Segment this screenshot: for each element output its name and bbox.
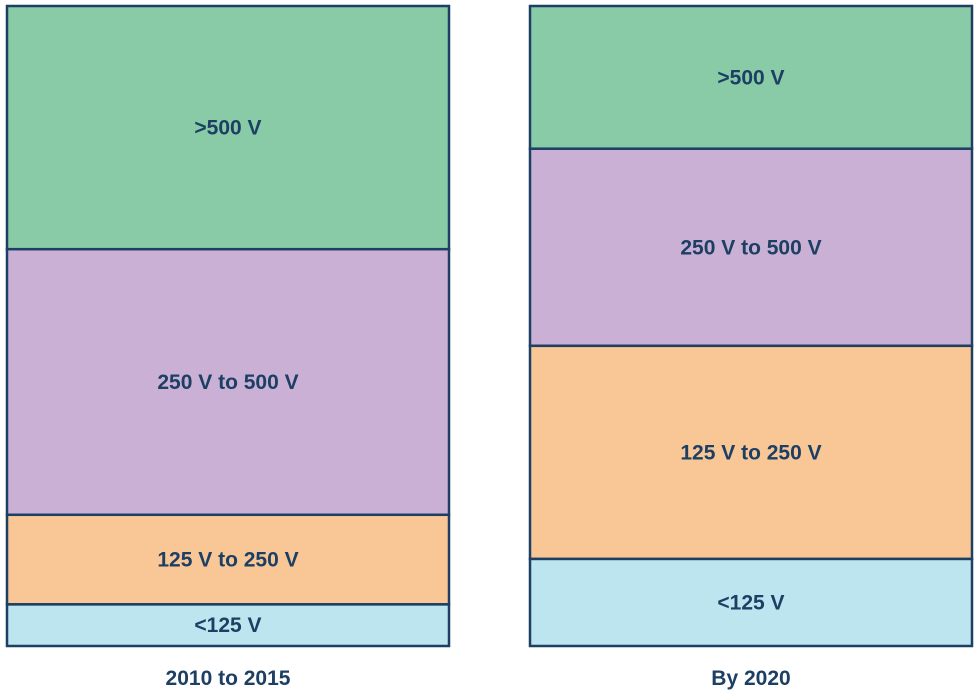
category-label: By 2020 (711, 667, 790, 690)
segment-label-lt-125-v: <125 V (194, 614, 261, 637)
bar-segment-gt-500-v (5, 4, 451, 251)
segment-label-gt-500-v: >500 V (194, 117, 261, 140)
category-labels: 2010 to 2015 By 2020 (166, 667, 791, 690)
segment-label-250-v-to-500-v: 250 V to 500 V (157, 371, 298, 394)
bar-segment-125-v-to-250-v (5, 513, 451, 606)
bar-segment-gt-500-v (528, 4, 974, 150)
segment-label-125-v-to-250-v: 125 V to 250 V (680, 441, 821, 464)
category-label: 2010 to 2015 (166, 667, 291, 690)
segment-label-lt-125-v: <125 V (717, 591, 784, 614)
columns-layer: >500 V 250 V to 500 V 125 V to 250 V <125 V… (5, 4, 974, 648)
column-2010-to-2015: >500 V 250 V to 500 V 125 V to 250 V <125 V (5, 4, 451, 648)
bar-segment-250-v-to-500-v (5, 247, 451, 517)
segment-label-gt-500-v: >500 V (717, 66, 784, 89)
bar-segment-250-v-to-500-v (528, 147, 974, 348)
column-by-2020: >500 V 250 V to 500 V 125 V to 250 V <125 V (528, 4, 974, 648)
segment-label-125-v-to-250-v: 125 V to 250 V (157, 549, 298, 572)
segment-label-250-v-to-500-v: 250 V to 500 V (680, 236, 821, 259)
bar-segment-lt-125-v (5, 603, 451, 648)
bar-segment-lt-125-v (528, 557, 974, 648)
